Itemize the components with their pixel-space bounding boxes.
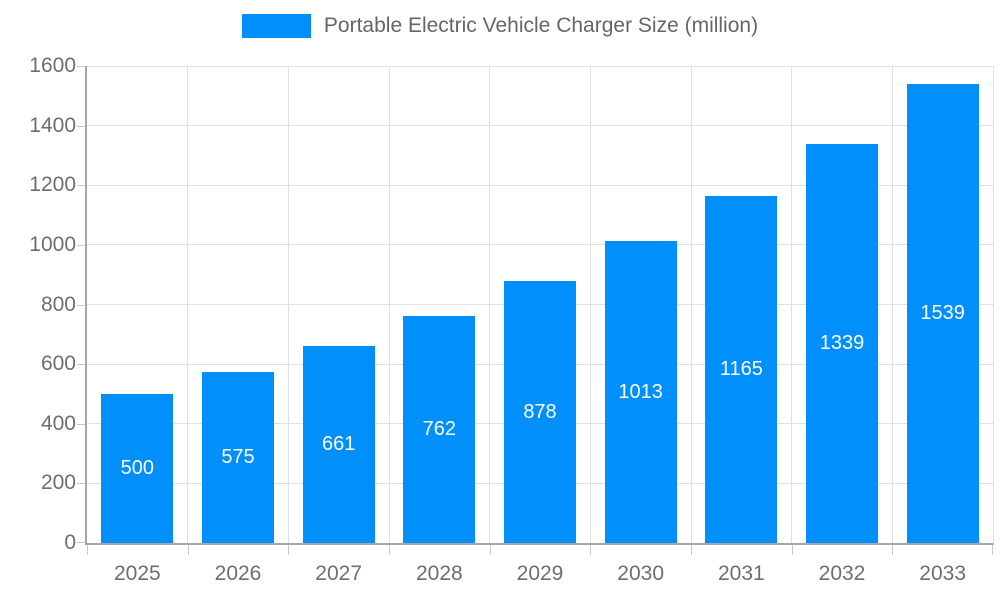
- bar-value-label: 500: [120, 456, 155, 479]
- bar-2032[interactable]: 1339: [806, 143, 878, 543]
- h-gridline: [87, 184, 993, 186]
- bar-2027[interactable]: 661: [302, 345, 375, 543]
- x-axis-tick-label: 2027: [315, 562, 363, 585]
- x-axis-labels: 2025 2026 2027 2028 2029 2030 2031 2032 2033: [87, 545, 993, 595]
- h-gridline: [87, 244, 993, 246]
- x-tick-mark: [389, 545, 390, 555]
- v-gridline: [589, 66, 591, 543]
- bar-value-label: 661: [321, 432, 356, 455]
- y-tick-mark: [77, 125, 85, 127]
- y-tick-mark: [77, 304, 85, 306]
- y-axis-tick-label: 200: [40, 471, 76, 495]
- bar-2033[interactable]: 1539: [906, 84, 979, 543]
- x-tick-mark: [87, 545, 88, 555]
- x-axis-tick-label: 2028: [415, 562, 463, 585]
- bar-value-label: 1539: [920, 302, 965, 325]
- y-axis-tick-label: 1600: [29, 54, 76, 77]
- x-tick-mark: [892, 545, 894, 555]
- x-tick-mark: [691, 545, 692, 555]
- x-axis-tick-label: 2026: [214, 562, 262, 585]
- bar-value-label: 878: [523, 400, 557, 423]
- y-axis-tick-label: 0: [64, 531, 76, 554]
- x-axis-tick-label: 2032: [818, 562, 866, 585]
- y-axis-tick-label: 600: [40, 352, 76, 376]
- x-axis-ticks: [87, 545, 993, 555]
- y-axis-tick-label: 1000: [29, 232, 76, 256]
- x-axis-tick-label: 2030: [617, 562, 665, 585]
- v-gridline: [489, 66, 491, 543]
- bar-value-label: 1013: [618, 380, 663, 403]
- x-tick-mark: [489, 545, 491, 555]
- y-axis-tick-label: 1400: [29, 113, 76, 137]
- v-gridline: [187, 66, 189, 543]
- y-tick-mark: [77, 423, 85, 425]
- v-gridline: [791, 66, 793, 543]
- bar-value-label: 575: [221, 445, 255, 468]
- bar-2026[interactable]: 575: [202, 371, 274, 543]
- v-gridline: [388, 66, 390, 543]
- v-gridline: [690, 66, 692, 543]
- y-tick-mark: [77, 483, 85, 485]
- x-tick-mark: [992, 545, 993, 555]
- legend: Portable Electric Vehicle Charger Size (…: [0, 14, 1000, 38]
- plot-area: 500 575 661 762 878 1013 1165 1339 1539: [85, 65, 994, 545]
- y-axis-ticks: [77, 66, 85, 543]
- x-axis-tick-label: 2033: [919, 562, 967, 585]
- y-axis-tick-label: 400: [40, 411, 76, 435]
- y-tick-mark: [77, 542, 85, 543]
- y-tick-mark: [77, 185, 85, 187]
- y-axis-tick-label: 1200: [29, 173, 76, 197]
- bar-2028[interactable]: 762: [403, 315, 476, 543]
- h-gridline: [87, 125, 993, 127]
- bar-value-label: 1165: [719, 357, 763, 380]
- y-tick-mark: [77, 66, 85, 67]
- v-gridline: [287, 66, 289, 543]
- x-axis-tick-label: 2025: [113, 562, 161, 585]
- legend-label[interactable]: Portable Electric Vehicle Charger Size (…: [323, 14, 759, 37]
- x-axis-tick-label: 2029: [516, 562, 564, 585]
- bar-2029[interactable]: 878: [504, 281, 576, 543]
- bar-value-label: 1339: [819, 331, 865, 354]
- y-tick-mark: [77, 364, 85, 366]
- bar-2030[interactable]: 1013: [604, 241, 677, 543]
- bar-2025[interactable]: 500: [101, 393, 174, 543]
- bar-2031[interactable]: 1165: [705, 195, 778, 543]
- y-tick-mark: [77, 244, 85, 246]
- x-tick-mark: [791, 545, 793, 555]
- x-tick-mark: [590, 545, 592, 555]
- bar-value-label: 762: [422, 417, 457, 440]
- v-gridline: [891, 66, 893, 543]
- x-tick-mark: [288, 545, 290, 555]
- legend-swatch[interactable]: [241, 14, 311, 38]
- x-tick-mark: [187, 545, 189, 555]
- h-gridline: [87, 65, 993, 67]
- y-axis-tick-label: 800: [40, 292, 76, 316]
- x-axis-tick-label: 2031: [717, 562, 765, 585]
- y-axis-labels: 0 200 400 600 800 1000 1200 1400 1600: [0, 54, 76, 554]
